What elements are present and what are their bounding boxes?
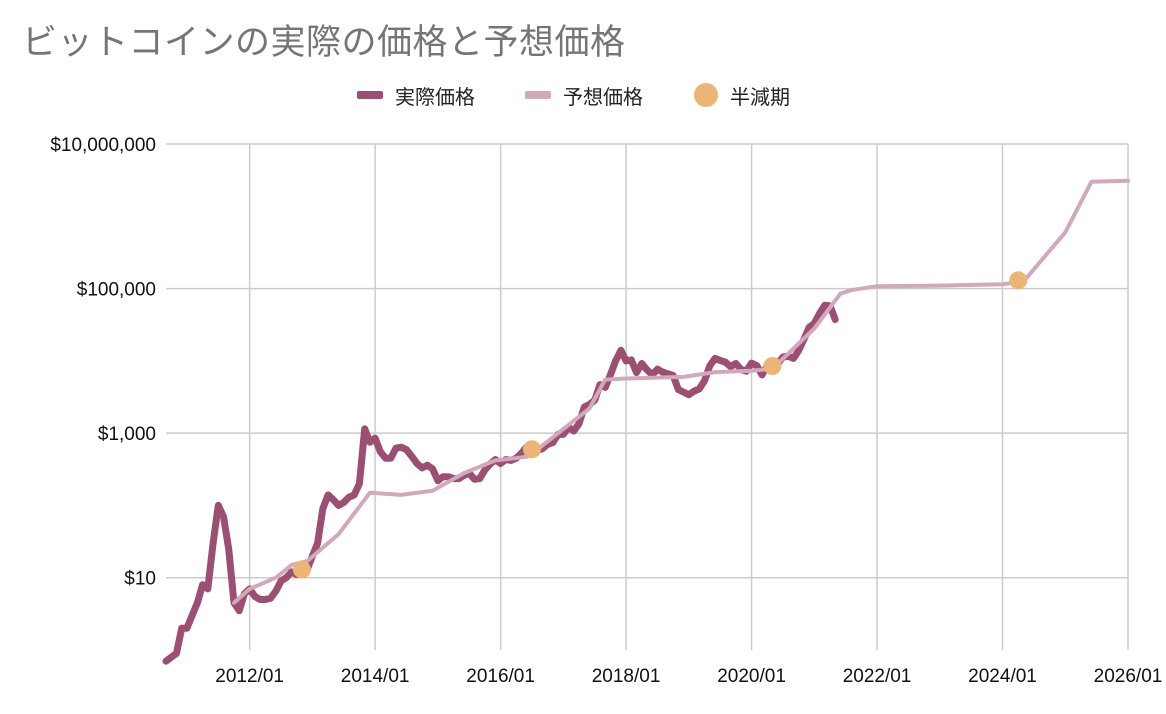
y-tick-label: $10 — [124, 569, 156, 590]
actual-price-line — [162, 301, 839, 665]
x-tick-label: 2014/01 — [341, 666, 410, 687]
legend-label-predicted: 予想価格 — [563, 84, 643, 109]
legend-label-actual: 実際価格 — [395, 84, 475, 109]
legend-label-halving: 半減期 — [730, 84, 790, 109]
legend-swatch-actual — [357, 91, 383, 99]
legend-item-predicted[interactable]: 予想価格 — [525, 80, 643, 110]
y-tick-label: $1,000 — [98, 424, 156, 445]
legend-item-actual[interactable]: 実際価格 — [357, 80, 475, 110]
x-tick-label: 2026/01 — [1094, 666, 1163, 687]
chart-title: ビットコインの実際の価格と予想価格 — [22, 23, 626, 63]
legend-swatch-halving — [694, 83, 718, 107]
x-tick-label: 2018/01 — [592, 666, 661, 687]
legend-item-halving[interactable]: 半減期 — [694, 80, 790, 110]
chart-legend: 実際価格 予想価格 半減期 — [0, 80, 1166, 110]
x-tick-label: 2016/01 — [466, 666, 535, 687]
predicted-price-line — [232, 178, 1130, 605]
halving-point — [292, 560, 311, 579]
halving-point — [1009, 271, 1028, 290]
halving-point — [523, 440, 541, 459]
x-tick-label: 2024/01 — [968, 666, 1037, 687]
y-tick-label: $100,000 — [77, 280, 156, 301]
halving-point — [763, 357, 782, 375]
x-tick-label: 2012/01 — [215, 666, 284, 687]
x-tick-label: 2020/01 — [717, 666, 786, 687]
y-tick-label: $10,000,000 — [50, 135, 156, 156]
x-tick-label: 2022/01 — [843, 666, 912, 687]
legend-swatch-predicted — [525, 91, 551, 99]
